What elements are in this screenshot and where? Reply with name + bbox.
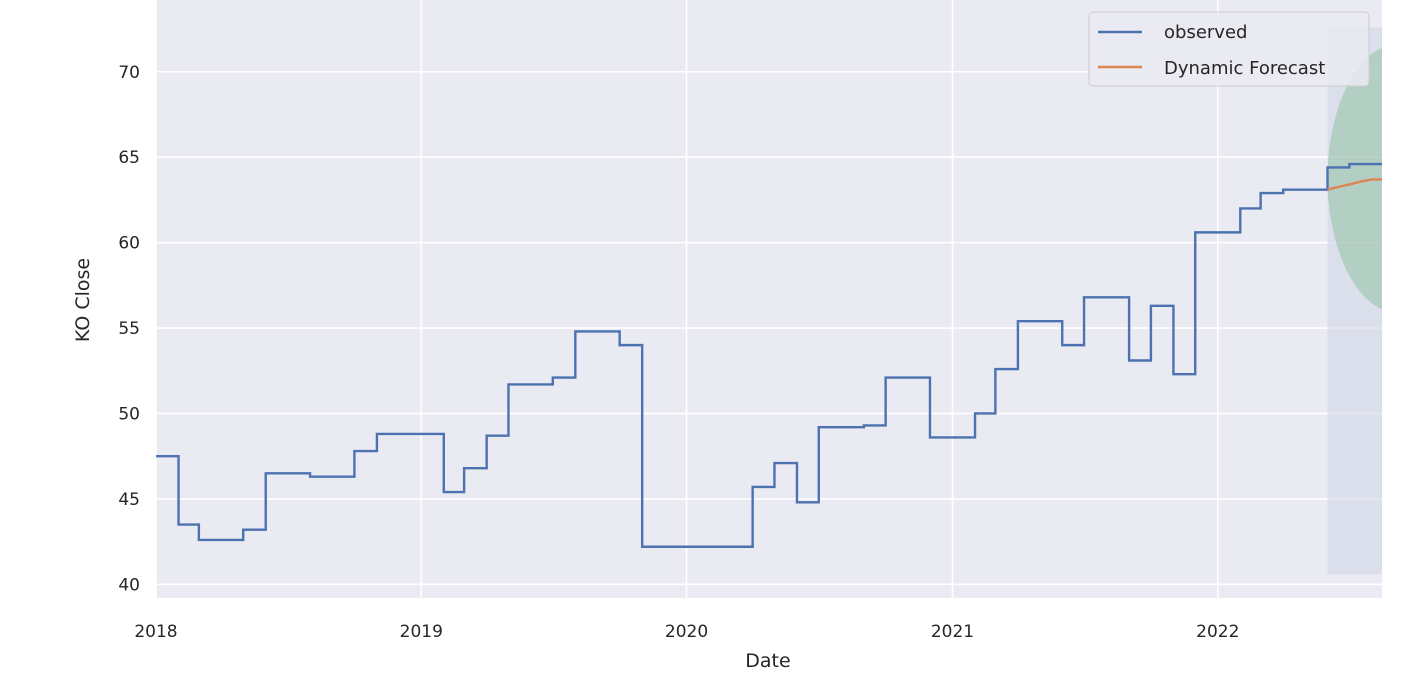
grid <box>155 0 1382 598</box>
y-axis-ticks: 40 45 50 55 60 65 70 <box>118 63 140 596</box>
legend-box <box>1088 11 1370 87</box>
y-tick-label: 70 <box>118 63 140 83</box>
x-tick-label: 2021 <box>931 622 974 642</box>
forecast-region-layer <box>1327 27 1382 575</box>
legend-label-observed: observed <box>1164 22 1247 43</box>
legend-label-forecast: Dynamic Forecast <box>1164 58 1325 79</box>
x-tick-label: 2022 <box>1196 622 1239 642</box>
y-tick-label: 65 <box>118 148 140 168</box>
y-tick-label: 50 <box>118 404 140 424</box>
series-layer <box>156 162 1382 548</box>
x-axis-label: Date <box>745 650 790 672</box>
series-line-observed <box>156 162 1382 548</box>
y-tick-label: 55 <box>118 319 140 339</box>
x-tick-label: 2018 <box>134 622 177 642</box>
x-axis-ticks: 2018 2019 2020 2021 2022 <box>134 622 1239 642</box>
forecast-region <box>1327 27 1382 575</box>
y-axis-label: KO Close <box>72 258 94 342</box>
series-line-dynamic-forecast <box>1327 178 1382 191</box>
plot-background <box>156 0 1382 598</box>
y-tick-label: 40 <box>118 575 140 595</box>
y-tick-label: 45 <box>118 490 140 510</box>
legend: observed Dynamic Forecast <box>1088 11 1370 87</box>
x-tick-label: 2019 <box>400 622 443 642</box>
confidence-interval <box>1327 47 1382 310</box>
x-tick-label: 2020 <box>665 622 708 642</box>
y-tick-label: 60 <box>118 234 140 254</box>
